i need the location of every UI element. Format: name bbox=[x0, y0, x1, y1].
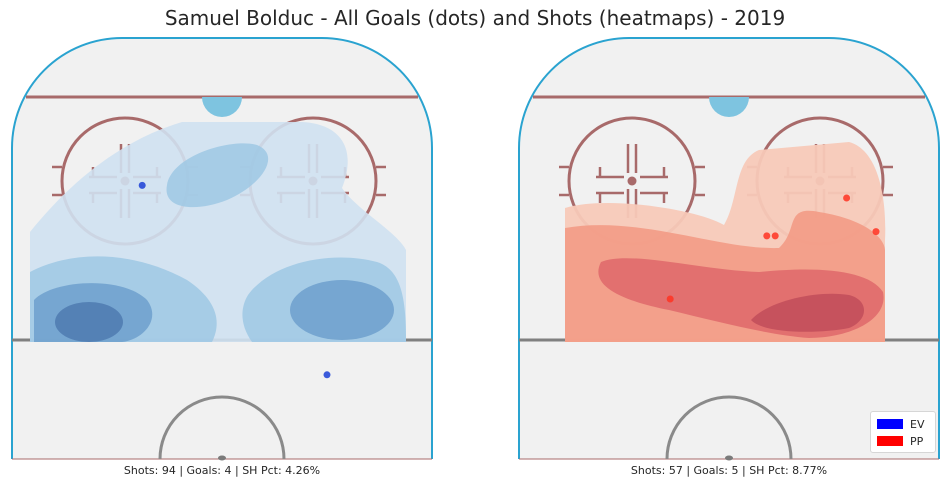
goal-point-pp-5 bbox=[872, 228, 880, 236]
goal-point-pp-3 bbox=[771, 232, 779, 240]
legend-item-ev: EV bbox=[877, 417, 924, 431]
goal-point-ev-1 bbox=[138, 181, 146, 189]
heat-contour-level-3 bbox=[290, 280, 394, 340]
caption-pp-stats: Shots: 57 | Goals: 5 | SH Pct: 8.77% bbox=[630, 464, 828, 477]
center-circle bbox=[665, 395, 793, 460]
goal-point-pp-2 bbox=[763, 232, 771, 240]
goal-point-pp-4 bbox=[843, 194, 851, 202]
center-dot bbox=[725, 455, 733, 461]
legend-label-pp: PP bbox=[910, 434, 924, 448]
goal-crease bbox=[202, 97, 242, 117]
center-circle bbox=[158, 395, 286, 460]
heat-contour-level-4 bbox=[751, 293, 864, 332]
rink-panel-pp bbox=[518, 37, 940, 461]
rink-panel-ev bbox=[11, 37, 433, 461]
heat-contour-level-4 bbox=[55, 302, 123, 342]
legend-label-ev: EV bbox=[910, 417, 925, 431]
center-dot bbox=[218, 455, 226, 461]
chart-title: Samuel Bolduc - All Goals (dots) and Sho… bbox=[164, 6, 786, 30]
goal-point-pp-1 bbox=[666, 295, 674, 303]
legend: EV PP bbox=[870, 411, 936, 453]
legend-swatch-pp bbox=[877, 436, 903, 446]
legend-item-pp: PP bbox=[877, 434, 923, 448]
legend-swatch-ev bbox=[877, 419, 903, 429]
faceoff-dot-left bbox=[627, 176, 637, 186]
goal-point-ev-2 bbox=[323, 371, 331, 379]
caption-ev-stats: Shots: 94 | Goals: 4 | SH Pct: 4.26% bbox=[123, 464, 321, 477]
goal-crease bbox=[709, 97, 749, 117]
heat-contour-level-2 bbox=[166, 143, 269, 208]
